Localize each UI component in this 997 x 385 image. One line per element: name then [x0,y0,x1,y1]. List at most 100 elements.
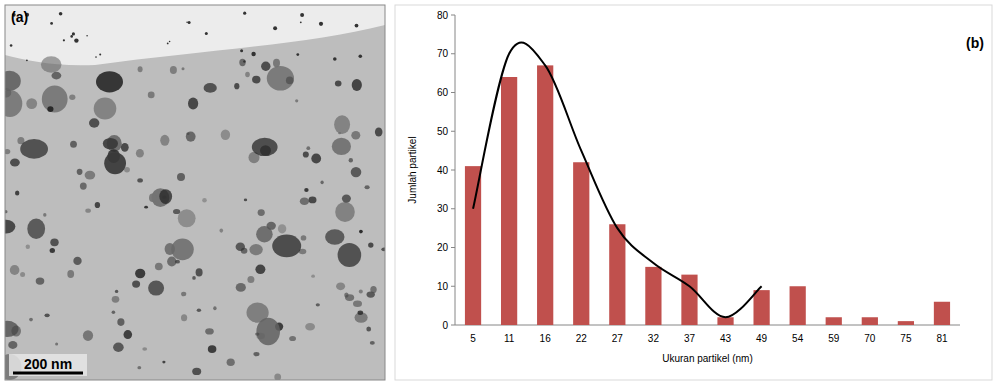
particle [72,32,75,35]
particle [162,361,165,364]
particle [359,290,363,294]
y-tick [451,15,455,16]
particle [359,230,363,234]
particle [50,248,55,253]
particle [261,62,270,71]
particle [338,243,362,267]
particle [300,21,302,23]
particle [220,229,224,233]
particle [5,71,21,91]
particle [121,143,129,152]
particle [11,326,21,337]
particle [137,178,143,182]
particle [124,330,133,339]
particle [249,244,262,255]
particle [50,22,53,25]
particle [188,21,191,24]
particle [181,292,186,297]
particle [181,314,187,321]
bar [753,290,769,325]
bar [862,317,878,325]
y-tick [451,53,455,54]
particle [5,90,22,117]
particle [115,290,118,293]
particle [8,341,17,349]
particle [29,318,33,322]
bar [609,224,625,325]
particle [370,341,375,345]
particle [112,311,116,314]
particle [155,263,163,271]
particle [352,79,362,91]
particle [43,213,46,217]
particle [178,209,196,227]
bar [645,267,661,325]
particle [205,328,214,334]
y-tick-label: 60 [437,87,449,98]
particle [289,336,296,341]
x-tick-label: 54 [792,333,804,344]
particle [67,270,74,278]
particle [333,57,337,61]
particle [213,306,216,310]
particle [186,132,196,142]
particle [359,55,363,59]
particle [89,118,99,127]
particle [252,76,260,84]
particle [205,32,208,35]
particle [69,95,75,100]
particle [77,169,83,175]
particle [117,318,124,326]
bar [573,162,589,325]
particle [55,342,58,345]
particle [74,38,78,42]
particle [367,292,375,298]
particle [274,374,281,380]
particle [368,243,373,248]
particle [103,138,118,149]
x-tick-label: 5 [470,333,476,344]
y-tick-label: 10 [437,281,449,292]
particle [243,12,246,15]
particle [255,333,259,336]
particle [325,229,344,244]
particle [345,294,354,301]
particle [381,247,385,251]
particle [10,265,20,275]
particle [167,43,169,45]
particle [142,347,147,350]
particle [272,235,301,258]
x-tick-label: 49 [756,333,768,344]
particle [182,67,185,70]
particle [355,24,359,28]
particle [45,313,50,317]
particle [85,209,91,213]
x-tick-label: 37 [684,333,696,344]
particle [244,199,247,202]
particle [256,226,273,242]
particle [171,239,194,261]
particle [192,368,201,375]
y-tick [451,170,455,171]
particle [148,92,155,99]
particle [267,66,294,91]
y-tick [451,247,455,248]
particle [251,52,255,56]
particle [342,195,351,203]
particle [306,146,310,150]
particle [83,330,93,341]
y-axis-title: Jumlah partikel [407,136,418,203]
particle [27,219,45,239]
particle [80,183,87,190]
particle [175,260,180,264]
y-tick [451,92,455,93]
y-tick [451,131,455,132]
particle [149,194,156,203]
x-tick-label: 22 [576,333,588,344]
particle [70,141,77,148]
particle [273,26,277,30]
particle [236,283,246,292]
y-tick [451,325,455,326]
particle [305,323,315,331]
particle [300,197,309,205]
